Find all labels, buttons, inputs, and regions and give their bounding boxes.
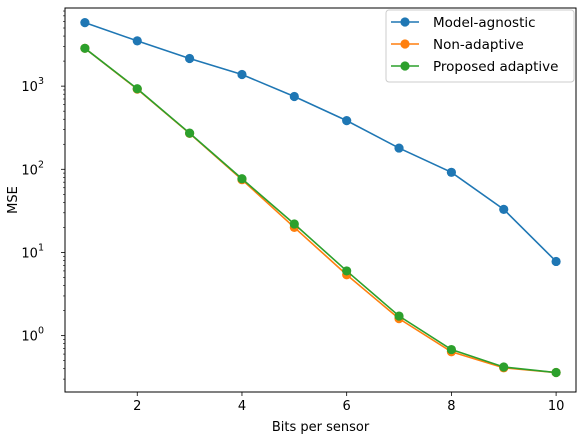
data-point-proposed-adaptive	[446, 344, 456, 355]
data-point-model-agnostic	[394, 143, 404, 153]
series-layer	[80, 18, 561, 378]
series-proposed-adaptive	[80, 43, 561, 378]
legend-label-non-adaptive: Non-adaptive	[433, 37, 524, 53]
data-point-model-agnostic	[132, 36, 142, 46]
data-point-model-agnostic	[499, 204, 509, 214]
data-point-model-agnostic	[342, 116, 352, 126]
legend-box	[385, 9, 575, 83]
data-point-proposed-adaptive	[289, 219, 299, 229]
series-non-adaptive	[80, 43, 561, 378]
ticks-layer: 2 4 6 8 10 100 101 102 103	[21, 10, 565, 414]
data-point-model-agnostic	[80, 18, 90, 28]
data-point-proposed-adaptive	[499, 362, 509, 372]
y-axis-label: MSE	[6, 186, 21, 214]
y-tick-label: 101	[21, 242, 44, 261]
y-tick-label: 102	[21, 159, 44, 178]
y-tick-label: 100	[21, 326, 44, 345]
data-point-proposed-adaptive	[342, 266, 352, 276]
x-tick-label: 6	[343, 399, 351, 414]
legend-label-model-agnostic: Model-agnostic	[433, 15, 536, 31]
x-tick-label: 4	[238, 399, 246, 414]
x-axis-label: Bits per sensor	[272, 420, 370, 434]
legend-marker-model-agnostic	[400, 17, 410, 27]
series-line-model-agnostic	[84, 21, 557, 263]
x-tick-label: 2	[133, 399, 141, 414]
x-tick-label: 8	[447, 399, 455, 414]
data-point-model-agnostic	[289, 91, 299, 102]
data-point-model-agnostic	[446, 167, 456, 177]
legend-marker-non-adaptive	[400, 39, 410, 49]
data-point-model-agnostic	[237, 69, 247, 80]
data-point-model-agnostic	[551, 256, 561, 267]
data-point-proposed-adaptive	[237, 174, 247, 184]
data-point-proposed-adaptive	[185, 128, 195, 138]
data-point-proposed-adaptive	[80, 43, 90, 53]
data-point-proposed-adaptive	[132, 84, 142, 94]
series-line-non-adaptive	[84, 47, 557, 374]
series-line-proposed-adaptive	[84, 47, 557, 374]
data-point-model-agnostic	[185, 53, 195, 64]
plot-frame	[64, 7, 577, 393]
series-model-agnostic	[80, 18, 561, 267]
x-tick-label: 10	[548, 399, 565, 414]
legend-marker-proposed-adaptive	[400, 61, 410, 71]
data-point-proposed-adaptive	[394, 311, 404, 321]
legend-label-proposed-adaptive: Proposed adaptive	[433, 59, 558, 75]
data-point-proposed-adaptive	[551, 367, 561, 378]
legend: Model-agnostic Non-adaptive Proposed adapt…	[385, 9, 575, 83]
y-tick-label: 103	[21, 76, 44, 95]
